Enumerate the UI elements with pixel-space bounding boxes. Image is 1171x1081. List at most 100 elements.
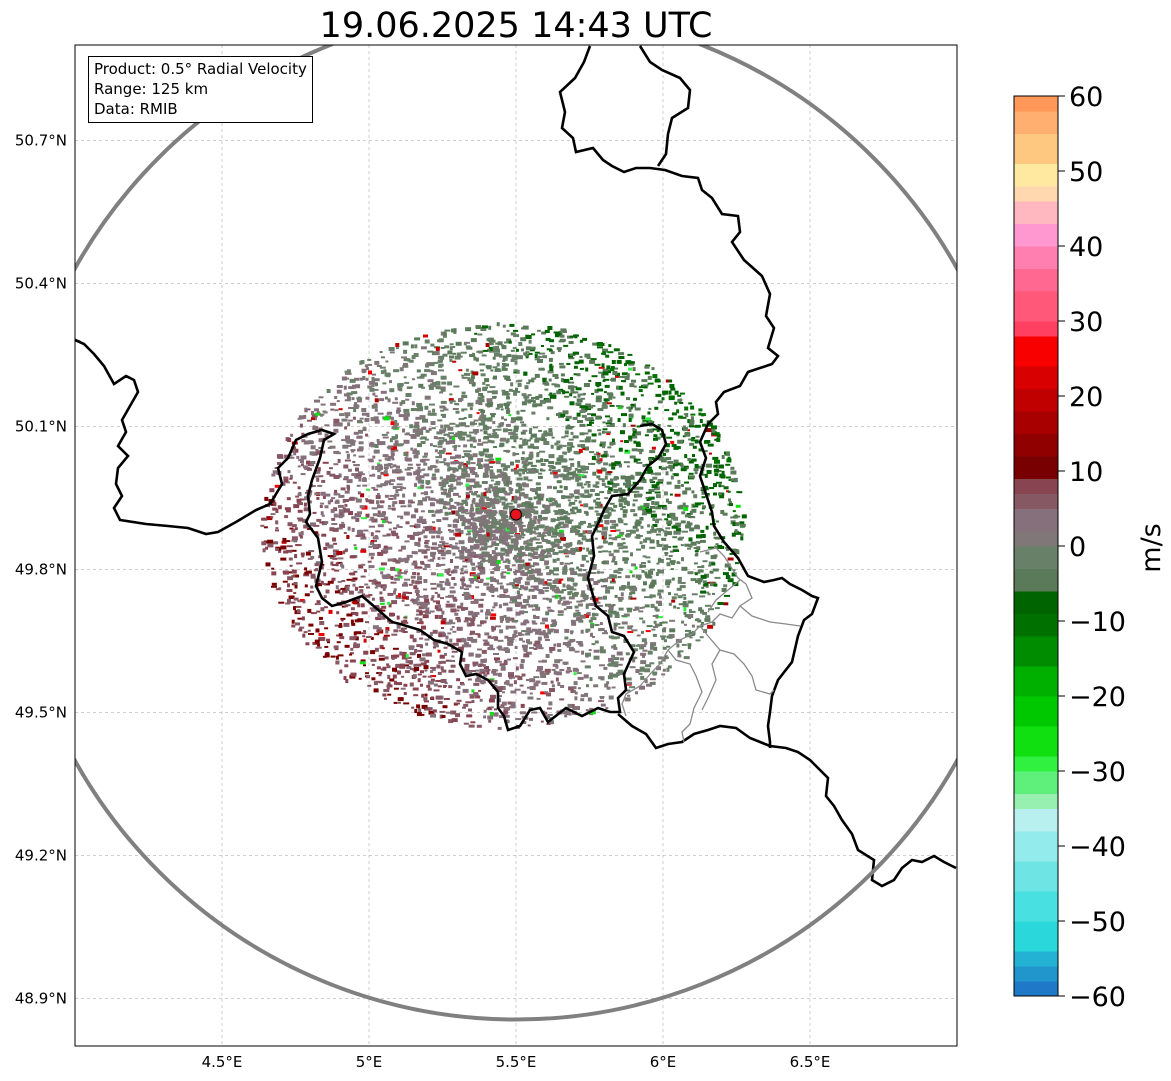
echo-pixel	[573, 365, 578, 369]
echo-pixel	[400, 516, 404, 520]
echo-pixel	[403, 511, 410, 516]
echo-pixel	[559, 335, 563, 338]
echo-pixel	[669, 468, 673, 472]
echo-pixel	[379, 602, 385, 605]
echo-pixel	[503, 661, 508, 665]
echo-pixel	[383, 545, 388, 550]
echo-pixel	[532, 622, 538, 625]
echo-pixel	[419, 618, 423, 623]
echo-pixel	[382, 666, 387, 671]
echo-pixel	[459, 436, 466, 441]
echo-pixel	[540, 720, 544, 723]
echo-pixel	[542, 587, 548, 590]
echo-pixel	[390, 566, 396, 571]
echo-pixel	[515, 718, 522, 721]
echo-pixel	[463, 703, 469, 707]
echo-pixel	[520, 622, 527, 626]
echo-pixel	[481, 558, 485, 563]
echo-pixel	[631, 574, 635, 578]
echo-pixel	[560, 334, 565, 338]
echo-pixel	[506, 329, 510, 332]
echo-pixel	[608, 541, 614, 544]
echo-pixel	[541, 533, 545, 536]
echo-pixel	[599, 503, 603, 508]
echo-pixel	[629, 666, 636, 669]
echo-pixel	[434, 449, 438, 453]
echo-pixel	[580, 694, 585, 698]
echo-pixel	[601, 483, 606, 486]
echo-pixel	[608, 463, 613, 467]
echo-pixel	[548, 428, 553, 433]
echo-pixel	[626, 529, 633, 532]
echo-pixel	[393, 369, 400, 373]
echo-pixel	[558, 550, 564, 554]
echo-pixel	[425, 486, 432, 489]
echo-pixel	[393, 495, 397, 500]
echo-pixel	[441, 715, 446, 718]
echo-pixel	[534, 491, 538, 495]
echo-pixel	[509, 625, 516, 629]
echo-pixel	[367, 684, 372, 687]
echo-pixel	[513, 329, 518, 332]
echo-pixel	[454, 468, 459, 472]
echo-pixel	[439, 482, 444, 487]
echo-pixel	[561, 465, 568, 468]
echo-pixel	[635, 373, 641, 376]
echo-pixel	[635, 574, 642, 579]
echo-pixel	[448, 489, 451, 494]
echo-pixel	[620, 430, 625, 435]
echo-pixel	[463, 465, 467, 469]
echo-pixel	[599, 664, 605, 667]
echo-pixel	[470, 516, 474, 520]
echo-pixel	[547, 406, 554, 410]
echo-pixel	[581, 444, 586, 449]
echo-pixel	[318, 446, 322, 449]
echo-pixel	[490, 501, 495, 505]
echo-pixel	[482, 495, 487, 497]
echo-pixel	[463, 343, 467, 346]
echo-pixel	[546, 572, 552, 576]
echo-pixel	[377, 441, 382, 446]
echo-pixel	[369, 387, 375, 392]
echo-pixel	[519, 525, 523, 529]
echo-pixel	[361, 412, 368, 416]
echo-pixel	[540, 691, 547, 695]
echo-pixel	[431, 427, 436, 430]
echo-pixel	[521, 630, 527, 633]
echo-pixel	[479, 524, 483, 529]
echo-pixel	[513, 571, 516, 574]
echo-pixel	[283, 550, 289, 554]
echo-pixel	[502, 691, 505, 694]
echo-pixel	[531, 411, 536, 415]
echo-pixel	[424, 565, 428, 568]
echo-pixel	[486, 367, 492, 370]
echo-pixel	[394, 449, 399, 452]
echo-pixel	[517, 563, 523, 567]
echo-pixel	[368, 579, 375, 582]
echo-pixel	[526, 686, 530, 689]
echo-pixel	[398, 593, 401, 598]
echo-pixel	[427, 680, 434, 685]
echo-pixel	[324, 433, 329, 438]
echo-pixel	[450, 570, 454, 574]
echo-pixel	[484, 436, 489, 438]
echo-pixel	[617, 571, 622, 574]
echo-pixel	[657, 385, 661, 388]
echo-pixel	[371, 465, 375, 470]
echo-pixel	[401, 655, 407, 660]
echo-pixel	[661, 513, 666, 516]
echo-pixel	[479, 369, 484, 372]
echo-pixel	[517, 601, 522, 606]
echo-pixel	[437, 531, 443, 534]
echo-pixel	[410, 435, 417, 439]
echo-pixel	[529, 717, 533, 721]
echo-pixel	[703, 581, 709, 586]
echo-pixel	[613, 483, 620, 487]
echo-pixel	[569, 335, 576, 338]
echo-pixel	[448, 719, 454, 724]
echo-pixel	[464, 425, 470, 428]
echo-pixel	[549, 688, 555, 692]
echo-pixel	[431, 513, 436, 517]
echo-pixel	[456, 609, 460, 612]
echo-pixel	[656, 562, 660, 565]
